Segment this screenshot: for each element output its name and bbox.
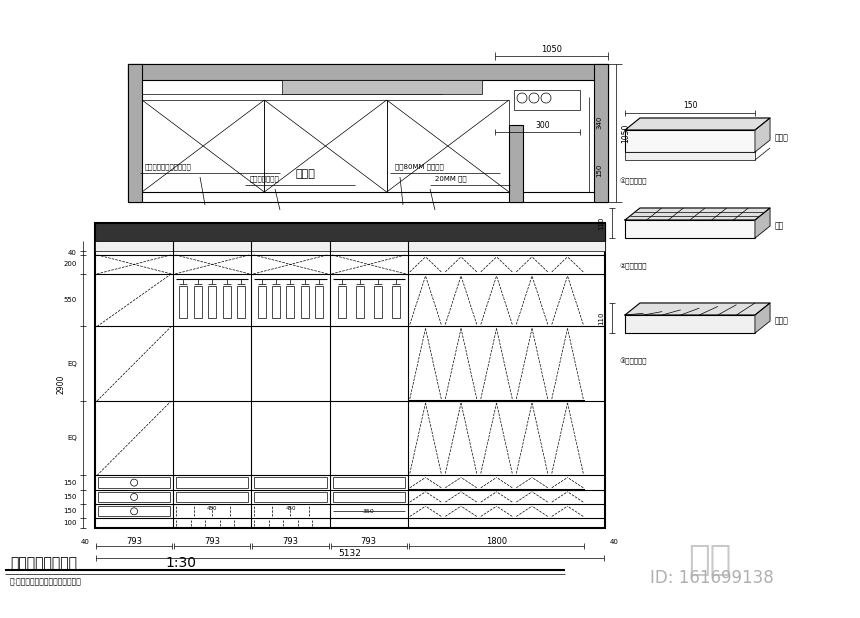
Bar <box>316 286 323 318</box>
Bar <box>98 492 170 502</box>
Bar <box>301 286 309 318</box>
Text: 350: 350 <box>363 509 375 514</box>
Text: 110: 110 <box>598 216 604 230</box>
Bar <box>98 506 170 517</box>
Text: 衣帽间: 衣帽间 <box>296 169 316 179</box>
Bar <box>333 492 405 502</box>
Text: 793: 793 <box>126 538 142 546</box>
Text: 板胶板凤水工板: 板胶板凤水工板 <box>250 176 280 182</box>
Bar <box>392 286 400 318</box>
Text: 793: 793 <box>205 538 220 546</box>
Text: 板材板: 板材板 <box>775 316 789 326</box>
Bar <box>514 90 580 110</box>
Bar <box>625 220 755 238</box>
Text: 天花80MM 石膏阴线: 天花80MM 石膏阴线 <box>395 164 444 171</box>
Bar <box>194 286 202 318</box>
Text: 2900: 2900 <box>57 375 65 394</box>
Text: ①板材示意图: ①板材示意图 <box>620 177 648 185</box>
Text: 1:30: 1:30 <box>165 556 196 570</box>
Bar <box>237 286 245 318</box>
Bar <box>338 286 346 318</box>
Polygon shape <box>755 118 770 152</box>
Text: 450: 450 <box>286 506 296 511</box>
Text: 5132: 5132 <box>339 549 361 559</box>
Text: 龙骨架间距按洗特殊处理: 龙骨架间距按洗特殊处理 <box>145 164 192 171</box>
Bar <box>128 64 142 202</box>
Bar <box>625 315 755 333</box>
Text: 110: 110 <box>598 311 604 324</box>
Bar <box>625 152 755 160</box>
Text: ②板材示意图: ②板材示意图 <box>620 263 648 269</box>
Bar <box>95 241 605 251</box>
Text: ③板材示意图: ③板材示意图 <box>620 357 648 365</box>
Text: 双层板: 双层板 <box>775 133 789 143</box>
Bar <box>264 100 387 192</box>
Bar <box>176 478 249 488</box>
Text: 100: 100 <box>64 520 77 526</box>
Text: 衣帽间西面墙立面: 衣帽间西面墙立面 <box>10 556 77 570</box>
Polygon shape <box>625 303 770 315</box>
Text: 150: 150 <box>596 163 602 177</box>
Text: 450: 450 <box>207 506 218 511</box>
Bar <box>258 286 266 318</box>
Bar <box>142 100 264 192</box>
Text: 1050: 1050 <box>622 124 630 143</box>
Bar <box>625 130 755 152</box>
Text: 150: 150 <box>683 101 697 111</box>
Text: 40: 40 <box>610 539 619 545</box>
Bar <box>286 286 294 318</box>
Text: 150: 150 <box>64 480 77 486</box>
Text: 40: 40 <box>81 539 90 545</box>
Bar <box>176 492 249 502</box>
Text: ID: 161699138: ID: 161699138 <box>650 569 774 587</box>
Polygon shape <box>755 208 770 238</box>
Bar <box>594 64 608 202</box>
Bar <box>255 492 327 502</box>
Text: EQ: EQ <box>67 361 77 366</box>
Bar <box>208 286 217 318</box>
Text: 40: 40 <box>68 250 77 256</box>
Text: 300: 300 <box>535 122 550 130</box>
Bar <box>387 100 509 192</box>
Text: 150: 150 <box>64 508 77 514</box>
Text: 知末: 知末 <box>688 543 732 577</box>
Bar <box>128 64 608 80</box>
Bar <box>282 80 482 94</box>
Text: 注:具体尺以施工现场放线尺寸为准: 注:具体尺以施工现场放线尺寸为准 <box>10 577 82 586</box>
Text: 793: 793 <box>282 538 298 546</box>
Bar <box>128 64 608 202</box>
Bar <box>356 286 364 318</box>
Polygon shape <box>755 303 770 333</box>
Bar <box>180 286 187 318</box>
Bar <box>255 478 327 488</box>
Bar <box>272 286 280 318</box>
Bar <box>509 125 523 202</box>
Text: 20MM 看线: 20MM 看线 <box>435 176 467 182</box>
Text: 150: 150 <box>64 494 77 500</box>
Bar <box>98 478 170 488</box>
Text: EQ: EQ <box>67 435 77 441</box>
Text: 1800: 1800 <box>486 538 507 546</box>
Text: 抽板: 抽板 <box>775 221 784 231</box>
Text: 1050: 1050 <box>541 44 562 54</box>
Text: 340: 340 <box>596 116 602 129</box>
Bar <box>223 286 230 318</box>
Bar <box>374 286 382 318</box>
Polygon shape <box>625 118 770 130</box>
Text: 550: 550 <box>64 297 77 303</box>
Bar <box>95 223 605 528</box>
Polygon shape <box>625 208 770 220</box>
Bar <box>333 478 405 488</box>
Bar <box>95 223 605 241</box>
Text: 200: 200 <box>64 261 77 268</box>
Text: 793: 793 <box>360 538 377 546</box>
